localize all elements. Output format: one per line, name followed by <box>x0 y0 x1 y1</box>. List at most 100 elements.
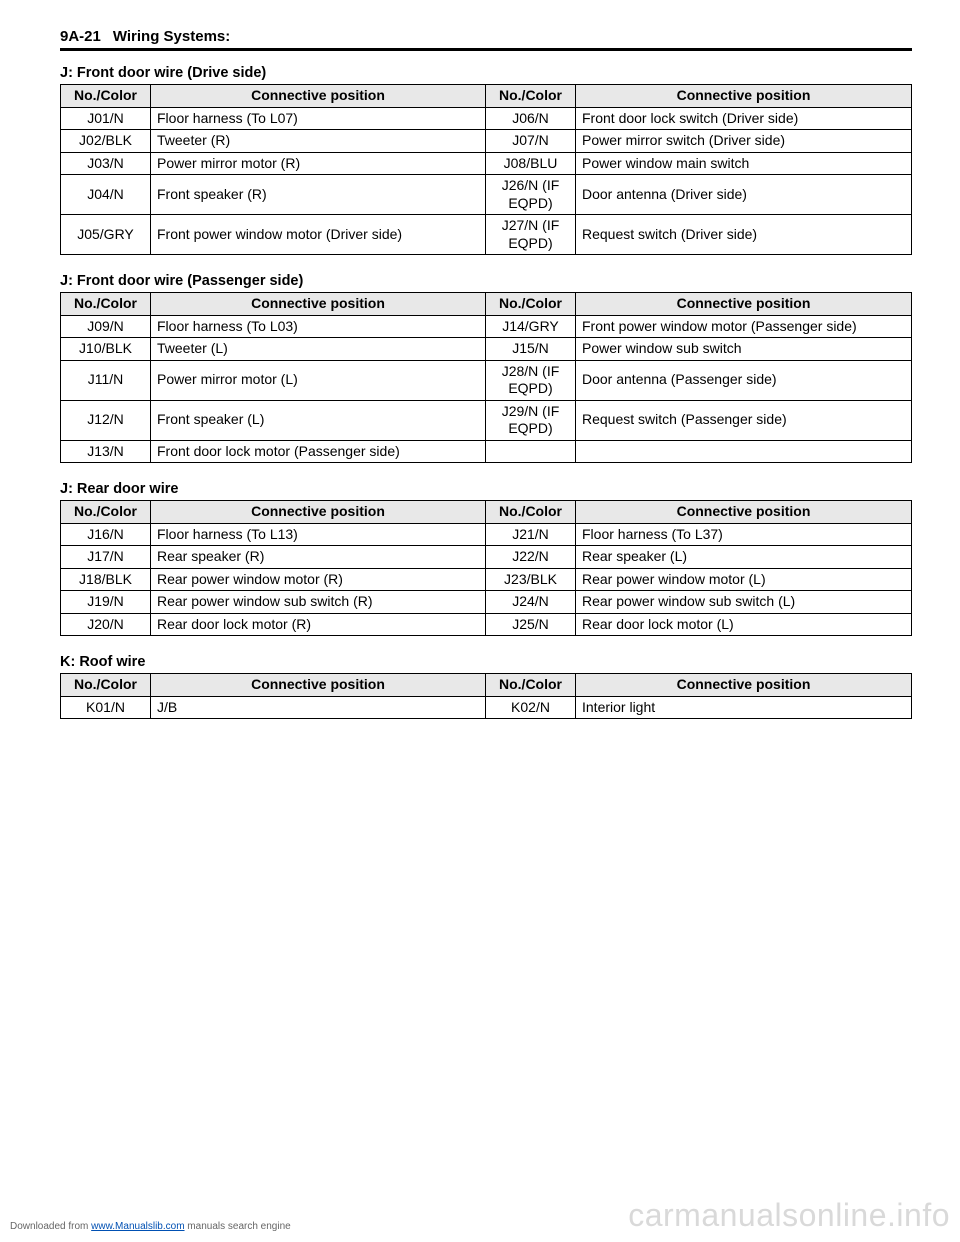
table-header-cell: No./Color <box>486 293 576 316</box>
no-color-cell: J05/GRY <box>61 215 151 255</box>
table-header-cell: No./Color <box>61 674 151 697</box>
no-color-cell: J02/BLK <box>61 130 151 153</box>
no-color-cell: J21/N <box>486 523 576 546</box>
table-row: J16/NFloor harness (To L13)J21/NFloor ha… <box>61 523 912 546</box>
no-color-cell: J17/N <box>61 546 151 569</box>
no-color-cell: J16/N <box>61 523 151 546</box>
table-header-cell: No./Color <box>61 85 151 108</box>
connective-position-cell: Request switch (Passenger side) <box>576 400 912 440</box>
table-header-cell: Connective position <box>576 501 912 524</box>
connective-position-cell: Door antenna (Passenger side) <box>576 360 912 400</box>
footer-text: Downloaded from www.Manualslib.com manua… <box>10 1221 291 1232</box>
table-header-cell: Connective position <box>151 674 486 697</box>
connective-position-cell: Front speaker (R) <box>151 175 486 215</box>
footer-link[interactable]: www.Manualslib.com <box>91 1221 184 1232</box>
connective-position-cell: J/B <box>151 696 486 719</box>
no-color-cell: J22/N <box>486 546 576 569</box>
no-color-cell: J26/N (IF EQPD) <box>486 175 576 215</box>
connective-position-cell: Floor harness (To L07) <box>151 107 486 130</box>
connective-position-cell: Tweeter (L) <box>151 338 486 361</box>
table-row: J13/NFront door lock motor (Passenger si… <box>61 440 912 463</box>
no-color-cell: J20/N <box>61 613 151 636</box>
no-color-cell: J08/BLU <box>486 152 576 175</box>
connective-position-cell: Rear power window motor (R) <box>151 568 486 591</box>
table-header-cell: Connective position <box>151 293 486 316</box>
table-header-cell: No./Color <box>61 293 151 316</box>
connective-position-cell: Interior light <box>576 696 912 719</box>
page-header: 9A-21 Wiring Systems: <box>60 28 912 45</box>
connective-position-cell: Door antenna (Driver side) <box>576 175 912 215</box>
connective-position-cell: Power mirror switch (Driver side) <box>576 130 912 153</box>
table-row: K01/NJ/BK02/NInterior light <box>61 696 912 719</box>
no-color-cell: J23/BLK <box>486 568 576 591</box>
page-number: 9A-21 <box>60 28 101 45</box>
connective-position-cell: Front power window motor (Passenger side… <box>576 315 912 338</box>
no-color-cell: J14/GRY <box>486 315 576 338</box>
table-row: J17/NRear speaker (R)J22/NRear speaker (… <box>61 546 912 569</box>
table-header-cell: No./Color <box>486 674 576 697</box>
connective-position-cell: Power window sub switch <box>576 338 912 361</box>
footer-suffix: manuals search engine <box>185 1221 291 1232</box>
no-color-cell: J11/N <box>61 360 151 400</box>
connective-position-cell: Rear power window sub switch (R) <box>151 591 486 614</box>
table-row: J20/NRear door lock motor (R)J25/NRear d… <box>61 613 912 636</box>
table-title: J: Front door wire (Passenger side) <box>60 273 912 289</box>
no-color-cell: J28/N (IF EQPD) <box>486 360 576 400</box>
table-title: J: Rear door wire <box>60 481 912 497</box>
no-color-cell: J25/N <box>486 613 576 636</box>
wiring-table: No./ColorConnective positionNo./ColorCon… <box>60 292 912 463</box>
no-color-cell: J15/N <box>486 338 576 361</box>
footer-prefix: Downloaded from <box>10 1221 91 1232</box>
table-header-cell: Connective position <box>576 293 912 316</box>
table-row: J09/NFloor harness (To L03)J14/GRYFront … <box>61 315 912 338</box>
no-color-cell: K02/N <box>486 696 576 719</box>
no-color-cell: J01/N <box>61 107 151 130</box>
no-color-cell: J04/N <box>61 175 151 215</box>
no-color-cell: J03/N <box>61 152 151 175</box>
connective-position-cell: Power mirror motor (R) <box>151 152 486 175</box>
no-color-cell: J07/N <box>486 130 576 153</box>
table-header-cell: Connective position <box>151 85 486 108</box>
no-color-cell: J29/N (IF EQPD) <box>486 400 576 440</box>
table-title: K: Roof wire <box>60 654 912 670</box>
connective-position-cell: Floor harness (To L13) <box>151 523 486 546</box>
connective-position-cell: Tweeter (R) <box>151 130 486 153</box>
connective-position-cell: Rear speaker (R) <box>151 546 486 569</box>
table-row: J02/BLKTweeter (R)J07/NPower mirror swit… <box>61 130 912 153</box>
connective-position-cell: Request switch (Driver side) <box>576 215 912 255</box>
connective-position-cell: Front speaker (L) <box>151 400 486 440</box>
connective-position-cell: Front door lock motor (Passenger side) <box>151 440 486 463</box>
connective-position-cell: Rear power window sub switch (L) <box>576 591 912 614</box>
table-header-cell: No./Color <box>61 501 151 524</box>
table-row: J10/BLKTweeter (L)J15/NPower window sub … <box>61 338 912 361</box>
no-color-cell: K01/N <box>61 696 151 719</box>
table-row: J05/GRYFront power window motor (Driver … <box>61 215 912 255</box>
no-color-cell: J09/N <box>61 315 151 338</box>
table-row: J04/NFront speaker (R)J26/N (IF EQPD)Doo… <box>61 175 912 215</box>
section-title: Wiring Systems: <box>113 28 230 45</box>
no-color-cell <box>486 440 576 463</box>
connective-position-cell: Rear door lock motor (R) <box>151 613 486 636</box>
table-row: J01/NFloor harness (To L07)J06/NFront do… <box>61 107 912 130</box>
watermark: carmanualsonline.info <box>628 1197 950 1234</box>
table-header-cell: No./Color <box>486 85 576 108</box>
table-row: J12/NFront speaker (L)J29/N (IF EQPD)Req… <box>61 400 912 440</box>
page-content: 9A-21 Wiring Systems: J: Front door wire… <box>0 0 960 719</box>
no-color-cell: J19/N <box>61 591 151 614</box>
table-header-cell: Connective position <box>576 85 912 108</box>
table-row: J03/NPower mirror motor (R)J08/BLUPower … <box>61 152 912 175</box>
no-color-cell: J18/BLK <box>61 568 151 591</box>
connective-position-cell: Floor harness (To L37) <box>576 523 912 546</box>
header-rule <box>60 48 912 51</box>
no-color-cell: J24/N <box>486 591 576 614</box>
connective-position-cell: Front door lock switch (Driver side) <box>576 107 912 130</box>
table-row: J11/NPower mirror motor (L)J28/N (IF EQP… <box>61 360 912 400</box>
wiring-table: No./ColorConnective positionNo./ColorCon… <box>60 84 912 255</box>
connective-position-cell: Front power window motor (Driver side) <box>151 215 486 255</box>
table-title: J: Front door wire (Drive side) <box>60 65 912 81</box>
no-color-cell: J12/N <box>61 400 151 440</box>
no-color-cell: J27/N (IF EQPD) <box>486 215 576 255</box>
table-row: J19/NRear power window sub switch (R)J24… <box>61 591 912 614</box>
no-color-cell: J10/BLK <box>61 338 151 361</box>
table-header-cell: Connective position <box>151 501 486 524</box>
